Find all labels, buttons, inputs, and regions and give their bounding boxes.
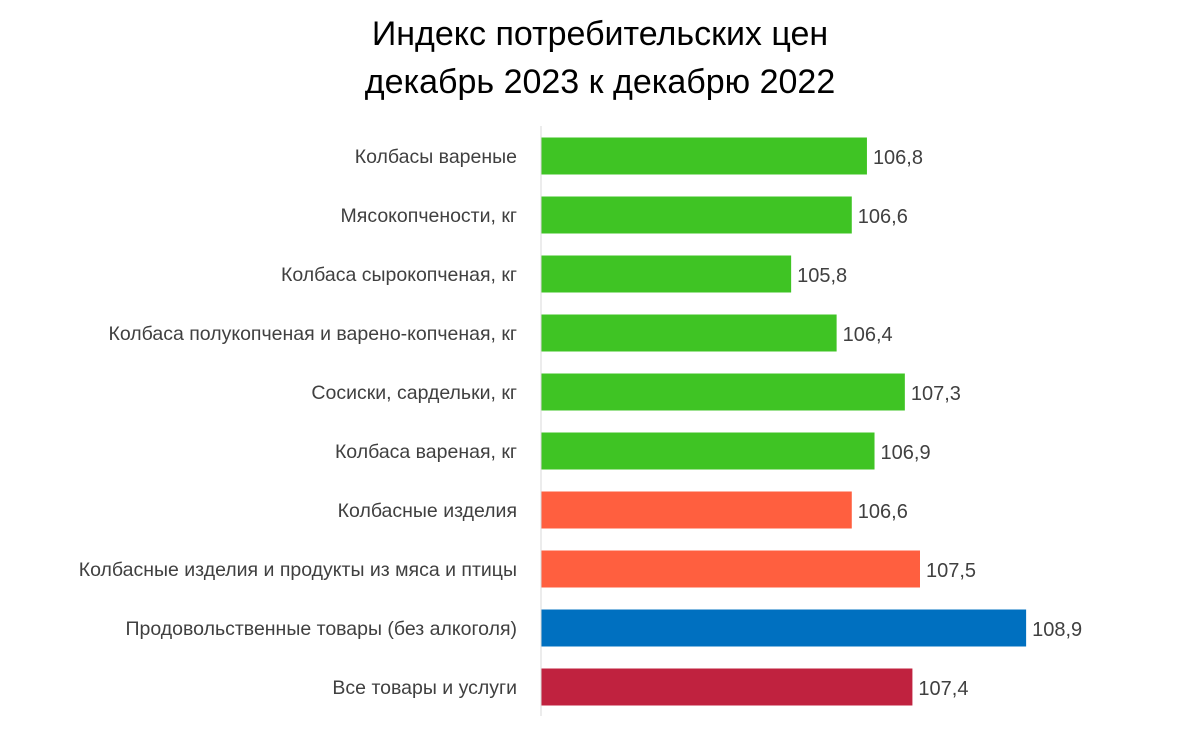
- data-label: 107,3: [911, 383, 961, 405]
- category-label: Все товары и услуги: [332, 677, 517, 699]
- category-label: Продовольственные товары (без алкоголя): [126, 618, 517, 640]
- chart-subtitle: декабрь 2023 к декабрю 2022: [364, 63, 836, 101]
- bar-4: [541, 314, 837, 352]
- bar-7: [541, 491, 852, 529]
- bar-9: [541, 609, 1027, 647]
- data-label: 106,4: [843, 324, 893, 346]
- category-label: Мясокопчености, кг: [341, 205, 517, 227]
- category-label: Колбасные изделия и продукты из мяса и п…: [79, 559, 517, 581]
- bar-3: [541, 255, 792, 293]
- bar-1: [541, 137, 867, 175]
- category-label: Колбасные изделия: [338, 500, 517, 522]
- bar-8: [541, 550, 920, 588]
- data-label: 107,5: [926, 560, 976, 582]
- bar-5: [541, 373, 905, 411]
- category-labels: Колбасы вареные Мясокопчености, кг Колбаса…: [79, 146, 517, 699]
- value-labels: 106,8 106,6 105,8 106,4 107,3 106,9 106,6 107,5…: [797, 147, 1082, 700]
- data-label: 107,4: [918, 678, 968, 700]
- chart-title: Индекс потребительских цен декабрь 2023 …: [0, 10, 1200, 106]
- data-label: 106,6: [858, 501, 908, 523]
- chart-title-line1: Индекс потребительских цен: [371, 15, 829, 53]
- category-label: Колбасы вареные: [355, 146, 517, 168]
- data-label: 105,8: [797, 265, 847, 287]
- category-label: Колбаса сырокопченая, кг: [281, 264, 517, 286]
- bar-2: [541, 196, 852, 234]
- data-label: 106,9: [881, 442, 931, 464]
- bar-6: [541, 432, 875, 470]
- data-label: 106,8: [873, 147, 923, 169]
- category-label: Колбаса полукопченая и варено-копченая, …: [109, 323, 518, 345]
- category-label: Сосиски, сардельки, кг: [311, 382, 517, 404]
- bar-10: [541, 668, 913, 706]
- data-label: 108,9: [1032, 619, 1082, 641]
- category-label: Колбаса вареная, кг: [335, 441, 517, 463]
- bars-layer: [541, 137, 1027, 706]
- data-label: 106,6: [858, 206, 908, 228]
